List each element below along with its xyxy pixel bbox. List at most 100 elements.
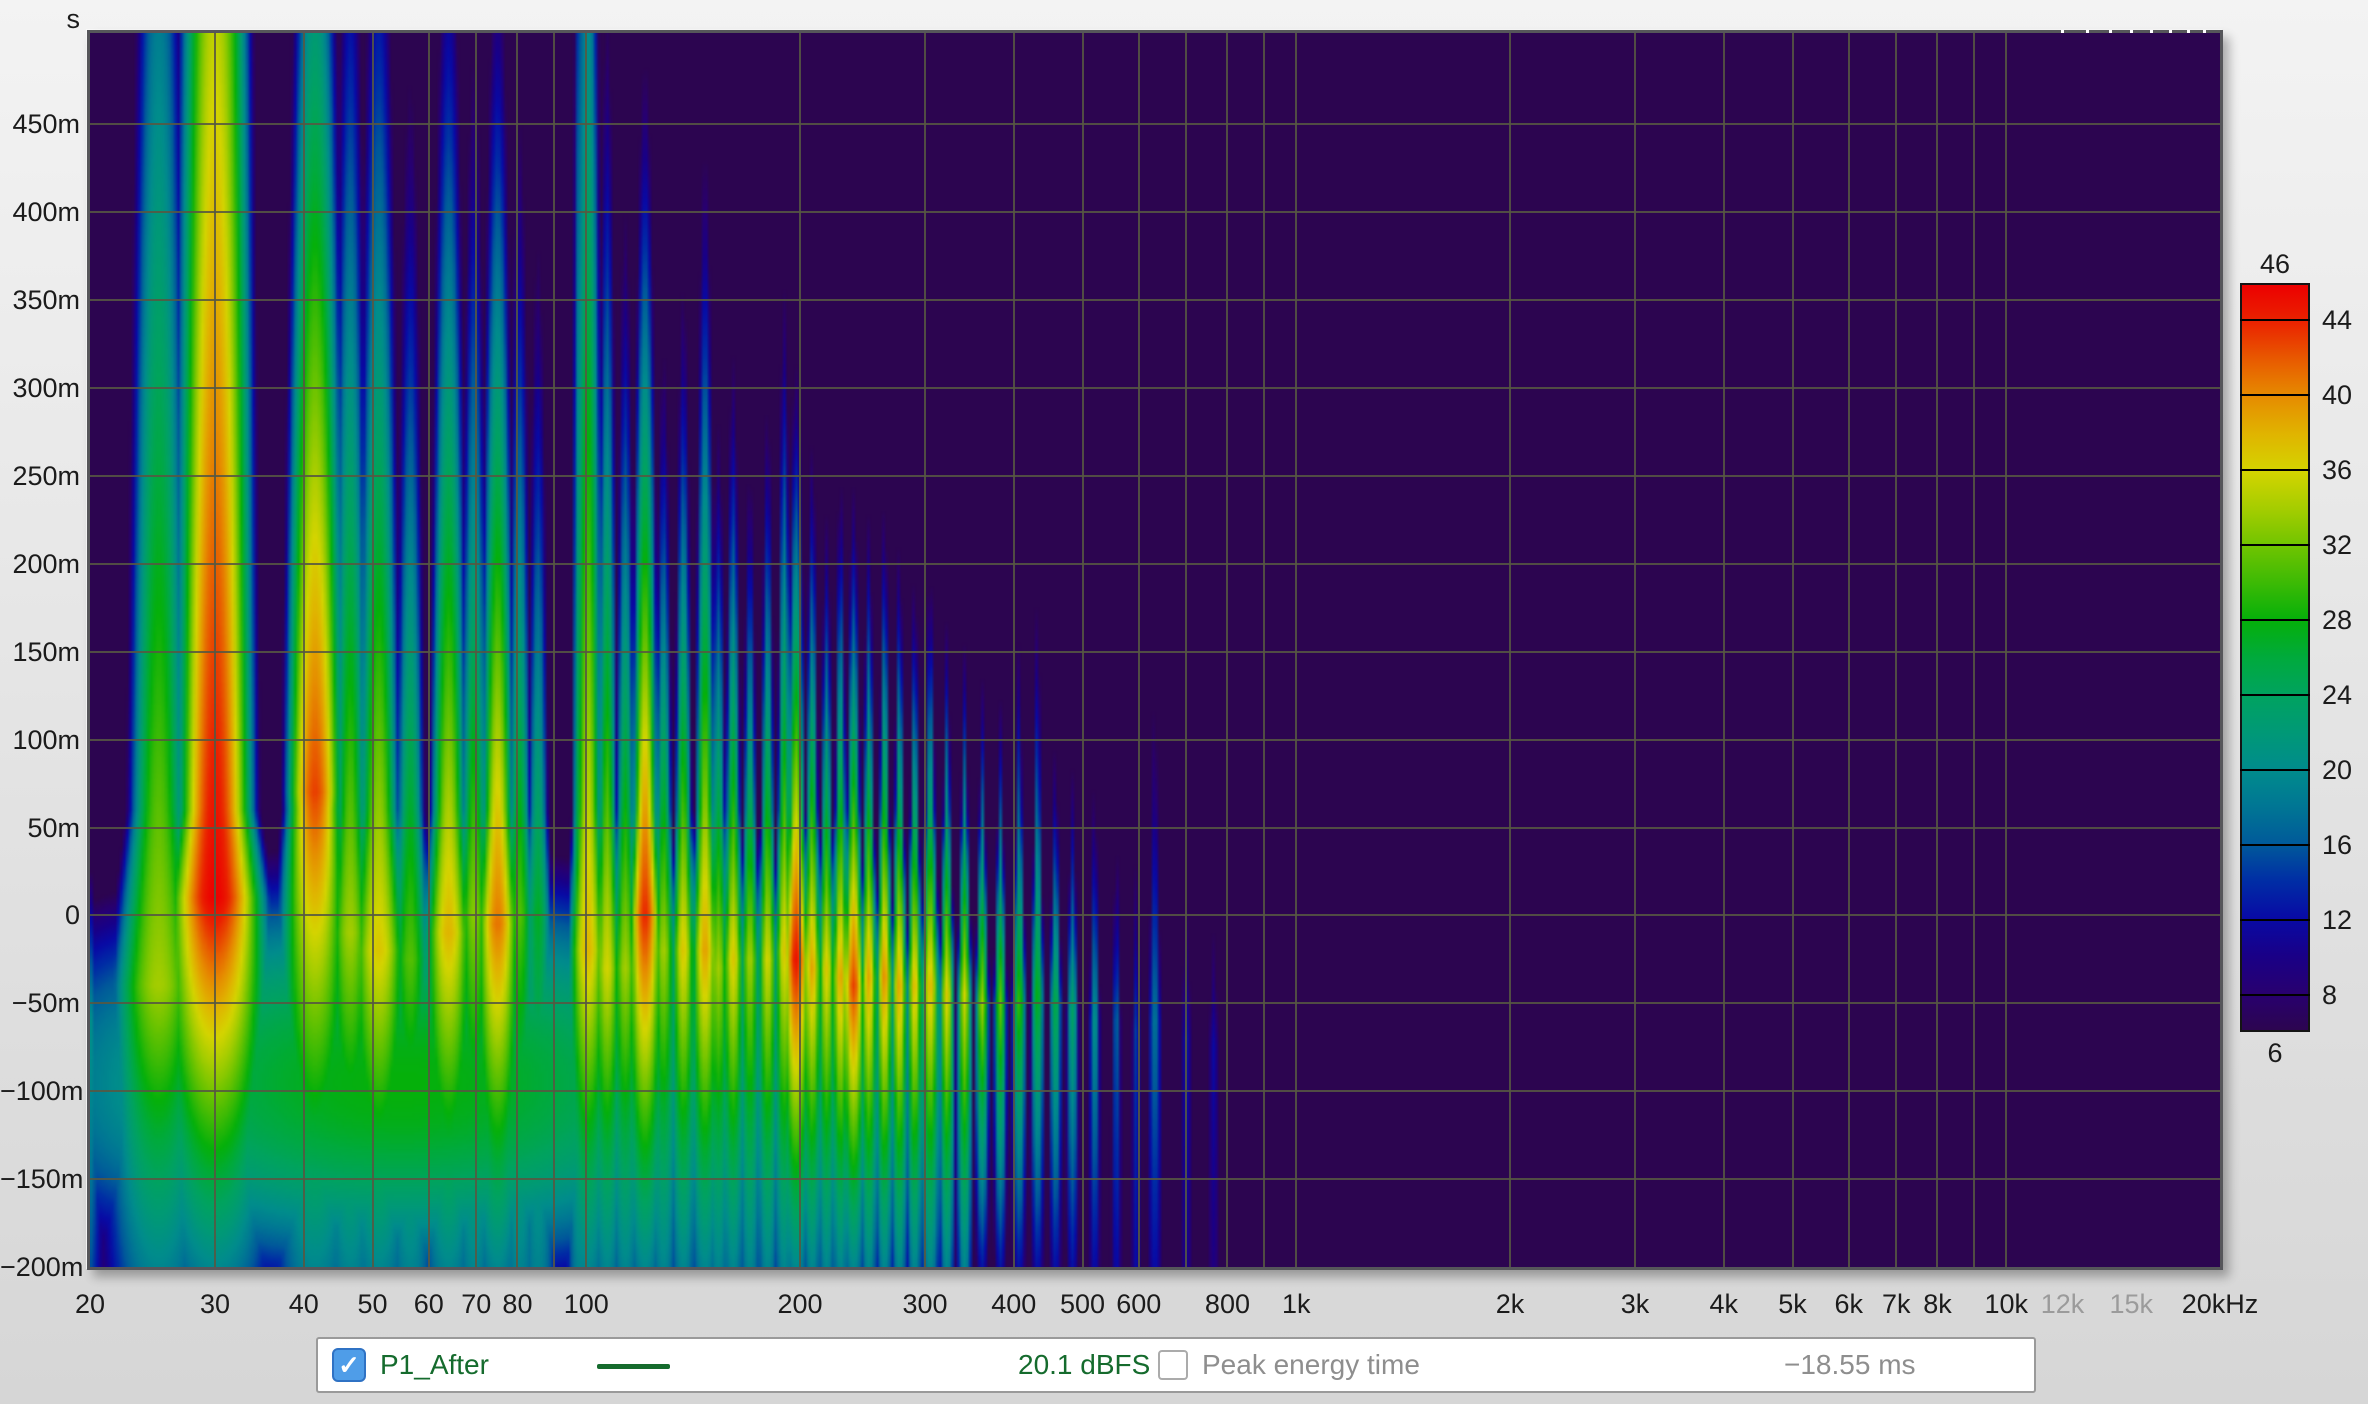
colorbar-tick bbox=[2240, 394, 2310, 397]
gridline-vertical bbox=[427, 33, 430, 1267]
gridline-horizontal bbox=[90, 474, 2220, 477]
series-line-sample bbox=[597, 1364, 670, 1369]
y-tick-label: 350m bbox=[12, 285, 80, 316]
x-tick-label: 20kHz bbox=[2181, 1289, 2259, 1319]
y-tick-label: −100m bbox=[0, 1076, 84, 1107]
y-tick-label: −200m bbox=[0, 1252, 84, 1282]
gridline-vertical bbox=[799, 33, 801, 1267]
y-tick-label: 200m bbox=[12, 548, 80, 579]
minor-tick-dot bbox=[2203, 30, 2207, 33]
gridline-vertical bbox=[1081, 33, 1084, 1267]
gridline-vertical bbox=[585, 33, 588, 1267]
x-tick-label: 10k bbox=[1984, 1289, 2029, 1319]
x-tick-label: 300 bbox=[902, 1289, 948, 1319]
colorbar-tick bbox=[2240, 469, 2310, 472]
gridline-vertical bbox=[552, 33, 555, 1267]
x-tick-label: 2k bbox=[1495, 1289, 1525, 1319]
x-tick-label: 12k bbox=[2040, 1289, 2085, 1319]
minor-tick-dot bbox=[2086, 30, 2090, 33]
gridline-horizontal bbox=[90, 211, 2220, 214]
colorbar-tick-label: 24 bbox=[2322, 679, 2353, 710]
series-level-value: 20.1 dBFS bbox=[1018, 1349, 1151, 1380]
gridline-vertical bbox=[1936, 33, 1939, 1267]
x-tick-label: 60 bbox=[413, 1289, 444, 1319]
x-tick-label: 70 bbox=[461, 1289, 492, 1319]
series-checkbox[interactable]: ✓ bbox=[332, 1348, 366, 1382]
colorbar-tick-label: 28 bbox=[2322, 605, 2353, 636]
y-tick-label: 50m bbox=[27, 812, 80, 843]
x-tick-label: 100 bbox=[563, 1289, 609, 1319]
y-tick-label: 300m bbox=[12, 373, 80, 404]
x-tick-label: 6k bbox=[1834, 1289, 1864, 1319]
peak-energy-time-value: −18.55 ms bbox=[1784, 1349, 1916, 1380]
spectrogram-plot[interactable] bbox=[87, 30, 2223, 1270]
colorbar-tick-label: 32 bbox=[2322, 530, 2353, 561]
spectrogram-canvas[interactable] bbox=[90, 33, 2220, 1267]
y-tick-label: 450m bbox=[12, 109, 80, 140]
x-tick-label: 800 bbox=[1204, 1289, 1250, 1319]
series-label[interactable]: P1_After bbox=[380, 1349, 489, 1380]
gridline-vertical bbox=[1137, 33, 1140, 1267]
minor-tick-dot bbox=[2061, 30, 2065, 33]
colorbar-tick-label: 12 bbox=[2322, 904, 2353, 935]
y-tick-label: 0 bbox=[64, 900, 80, 931]
check-icon: ✓ bbox=[338, 1349, 360, 1380]
y-tick-label: 150m bbox=[12, 636, 80, 667]
x-tick-label: 8k bbox=[1923, 1289, 1952, 1319]
colorbar-tick bbox=[2240, 693, 2310, 696]
x-tick-label: 600 bbox=[1116, 1289, 1162, 1319]
minor-tick-dot bbox=[2109, 30, 2113, 33]
x-tick-label: 500 bbox=[1060, 1289, 1106, 1319]
colorbar-tick-label: 20 bbox=[2322, 754, 2353, 785]
x-tick-label: 20 bbox=[74, 1289, 106, 1319]
gridline-vertical bbox=[1791, 33, 1794, 1267]
gridline-vertical bbox=[1262, 33, 1265, 1267]
y-tick-label: −150m bbox=[0, 1164, 84, 1195]
gridline-horizontal bbox=[90, 299, 2220, 302]
gridline-vertical bbox=[214, 33, 217, 1267]
gridline-vertical bbox=[2005, 33, 2008, 1267]
colorbar-tick-label: 16 bbox=[2322, 829, 2353, 860]
gridline-vertical bbox=[1295, 33, 1298, 1267]
peak-energy-time-checkbox[interactable] bbox=[1158, 1350, 1188, 1380]
gridline-vertical bbox=[516, 33, 519, 1267]
legend-bar: ✓ P1_After 20.1 dBFS Peak energy time −1… bbox=[316, 1337, 2036, 1393]
x-tick-label: 30 bbox=[199, 1289, 231, 1319]
gridline-vertical bbox=[371, 33, 374, 1267]
minor-tick-dot bbox=[2150, 30, 2154, 33]
gridline-vertical bbox=[924, 33, 927, 1267]
colorbar-tick bbox=[2240, 619, 2310, 622]
gridline-vertical bbox=[1634, 33, 1637, 1267]
gridline-vertical bbox=[302, 33, 305, 1267]
colorbar-tick-label: 40 bbox=[2322, 380, 2353, 411]
colorbar-tick bbox=[2240, 843, 2310, 846]
gridline-horizontal bbox=[90, 123, 2220, 126]
x-tick-label: 7k bbox=[1882, 1289, 1911, 1319]
colorbar-tick bbox=[2240, 319, 2310, 322]
y-axis-unit-label: s bbox=[66, 4, 81, 34]
gridline-vertical bbox=[1226, 33, 1229, 1267]
gridline-horizontal bbox=[90, 1090, 2220, 1093]
gridline-horizontal bbox=[90, 1002, 2220, 1005]
gridline-horizontal bbox=[90, 650, 2220, 653]
colorbar-tick-label: 44 bbox=[2322, 305, 2353, 336]
peak-energy-time-label[interactable]: Peak energy time bbox=[1202, 1349, 1420, 1380]
y-tick-label: −50m bbox=[11, 988, 80, 1019]
minor-tick-dot bbox=[2186, 30, 2190, 33]
gridline-vertical bbox=[1972, 33, 1975, 1267]
x-tick-label: 50 bbox=[357, 1289, 388, 1319]
colorbar-tick-label: 36 bbox=[2322, 455, 2353, 486]
x-tick-label: 1k bbox=[1282, 1289, 1311, 1319]
colorbar bbox=[2240, 283, 2310, 1032]
gridline-vertical bbox=[1847, 33, 1850, 1267]
gridline-vertical bbox=[1895, 33, 1898, 1267]
gridline-horizontal bbox=[90, 826, 2220, 829]
gridline-horizontal bbox=[90, 1178, 2220, 1181]
gridline-horizontal bbox=[90, 562, 2220, 565]
x-tick-label: 80 bbox=[502, 1289, 533, 1319]
gridline-vertical bbox=[475, 33, 478, 1267]
gridline-vertical bbox=[1509, 33, 1511, 1267]
gridline-horizontal bbox=[90, 914, 2220, 917]
x-tick-label: 40 bbox=[288, 1289, 319, 1319]
